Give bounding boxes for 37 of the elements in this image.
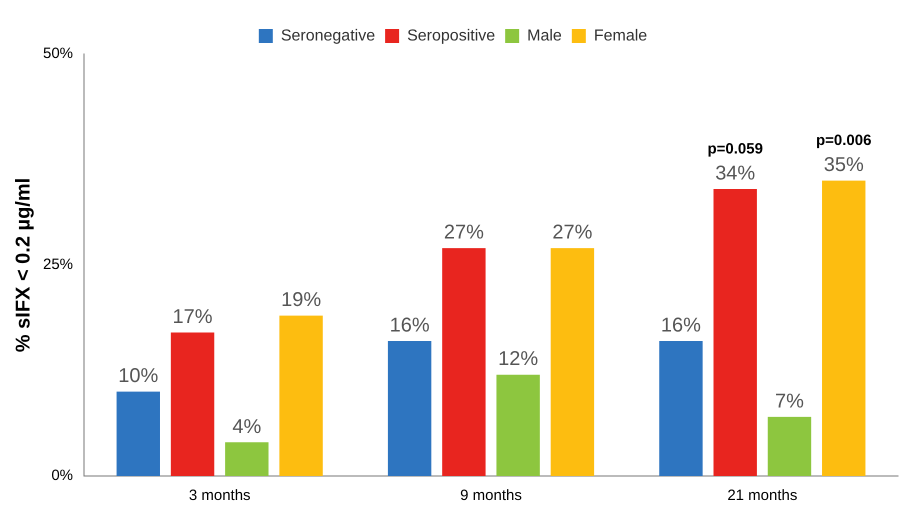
legend-label: Seronegative	[280, 27, 376, 44]
text: 4%	[232, 416, 262, 438]
annotation: p=0.006	[816, 132, 872, 150]
legend-label: Female	[594, 27, 648, 44]
text: 10%	[118, 365, 158, 388]
annotation: p=0.059	[707, 140, 763, 158]
y-tick-label: 50%	[42, 45, 74, 62]
text: 7%	[775, 390, 804, 412]
y-tick-label: 0%	[51, 467, 74, 484]
legend-label: Seropositive	[407, 27, 496, 44]
x-tick-label: 3 months	[188, 487, 251, 504]
text: 27%	[552, 222, 592, 244]
bar	[822, 180, 866, 476]
bar	[279, 316, 323, 476]
x-tick-label: 9 months	[460, 487, 522, 504]
text: 17%	[172, 306, 213, 328]
text: 16%	[390, 314, 430, 336]
text: 12%	[498, 348, 538, 370]
y-axis-title: % sIFX < 0.2 µg/ml	[12, 178, 35, 352]
bar	[496, 374, 540, 476]
text: 16%	[660, 314, 701, 336]
bar	[768, 416, 812, 476]
bar	[714, 189, 757, 476]
bar	[388, 340, 432, 476]
text: 34%	[715, 162, 756, 185]
legend-label: Male	[527, 27, 562, 44]
x-tick-label: 21 months	[727, 487, 798, 504]
text: 27%	[444, 222, 484, 244]
bar	[170, 332, 214, 476]
bar	[442, 248, 486, 476]
bar	[550, 248, 594, 476]
bar	[659, 340, 703, 476]
y-tick-label: 25%	[42, 256, 74, 274]
text: 35%	[824, 154, 864, 176]
text: 19%	[281, 289, 322, 312]
bar	[116, 392, 160, 476]
bar	[225, 442, 269, 476]
